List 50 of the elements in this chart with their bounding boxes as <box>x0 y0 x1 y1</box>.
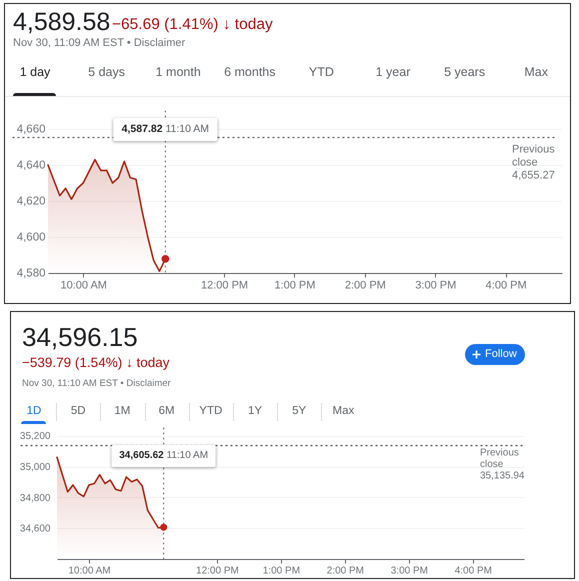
chart-title: 4,589.58 <box>13 8 110 36</box>
ref-line-label: 34,605.62 11:10 AM <box>119 450 208 461</box>
y-tick-label: 34,800 <box>20 492 51 504</box>
text: 5 days <box>88 65 126 80</box>
y-tick-label: 4,660 <box>16 124 46 136</box>
x-tick-label: 1:00 PM <box>274 280 316 292</box>
x-tick-label: 4:00 PM <box>486 280 527 292</box>
follow-button: Follow <box>465 344 525 365</box>
y-tick-label: 4,580 <box>16 268 46 280</box>
ref-line-label: 4,587.82 11:10 AM <box>122 123 210 135</box>
y-tick-label: 4,620 <box>16 196 46 208</box>
chart-title: 34,596.15 <box>22 322 138 352</box>
y-tick-label: 4,640 <box>16 160 46 172</box>
tooltip-box: 34,605.62 11:10 AM <box>111 445 216 467</box>
text: Max <box>332 405 354 418</box>
text: 1M <box>114 405 130 418</box>
text: 6M <box>158 405 175 418</box>
text: 5 years <box>444 65 486 80</box>
text: Max <box>524 65 548 80</box>
text: 1 day <box>20 65 50 80</box>
text: 6 months <box>224 65 276 80</box>
ref-line-label: Previous close 35,135.94 <box>480 448 525 482</box>
text: 1 year <box>376 65 410 80</box>
x-tick-label: 10:00 AM <box>60 280 107 292</box>
text: YTD <box>308 65 334 80</box>
text: 1Y <box>248 405 262 418</box>
text: Nov 30, 11:10 AM EST • Disclaimer <box>22 378 171 389</box>
text: 1 month <box>156 65 201 80</box>
text: 5D <box>70 405 86 418</box>
x-tick-label: 2:00 PM <box>344 280 386 292</box>
x-tick-label: 12:00 PM <box>200 280 248 292</box>
x-tick-label: 3:00 PM <box>415 280 456 292</box>
chart-subtitle: −65.69 (1.41%) ↓ today <box>112 16 273 34</box>
tooltip-box: 4,587.82 11:10 AM <box>114 118 218 141</box>
x-tick-label: 10:00 AM <box>68 566 111 576</box>
x-tick-label: 2:00 PM <box>326 566 364 576</box>
text: 5Y <box>292 405 306 418</box>
x-tick-label: 4:00 PM <box>454 566 492 576</box>
text: Nov 30, 11:09 AM EST • Disclaimer <box>13 37 186 50</box>
chart-subtitle: −539.79 (1.54%) ↓ today <box>22 354 170 370</box>
text: YTD <box>199 405 222 418</box>
y-tick-label: 35,000 <box>20 462 51 474</box>
y-tick-label: 34,600 <box>20 524 51 535</box>
text: 1D <box>26 405 42 418</box>
x-tick-label: 3:00 PM <box>390 566 428 576</box>
x-tick-label: 12:00 PM <box>196 566 239 576</box>
ref-line-label: Previous close 4,655.27 <box>512 144 556 182</box>
y-tick-label: 4,600 <box>16 232 46 244</box>
x-tick-label: 1:00 PM <box>262 566 300 576</box>
y-tick-label: 35,200 <box>20 431 51 442</box>
